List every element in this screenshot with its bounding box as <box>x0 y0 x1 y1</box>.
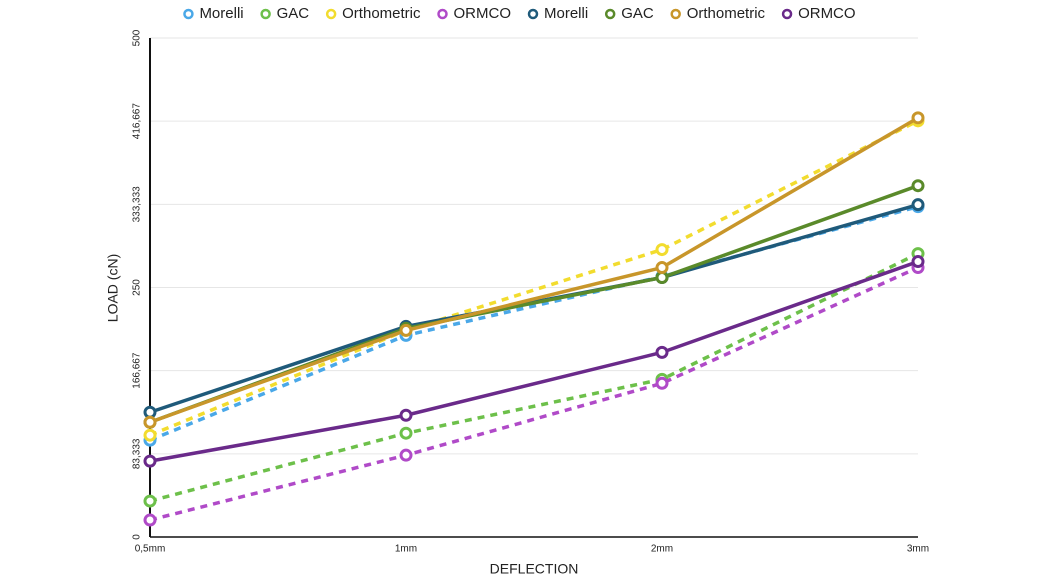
series-line <box>149 251 919 503</box>
data-point <box>399 323 413 337</box>
legend-label: Morelli <box>199 5 243 22</box>
legend-marker <box>604 8 616 20</box>
data-point <box>655 345 669 359</box>
legend-label: GAC <box>621 5 654 22</box>
series-line <box>149 259 919 463</box>
legend-marker <box>527 8 539 20</box>
y-tick-label: 166,667 <box>132 352 143 389</box>
data-point <box>655 376 669 390</box>
legend-marker <box>437 8 448 20</box>
data-point <box>911 179 925 193</box>
legend-label: ORMCO <box>454 5 512 22</box>
y-tick-label: 0 <box>132 534 143 540</box>
data-point <box>911 255 925 269</box>
series-line <box>149 204 919 442</box>
data-point <box>655 243 669 257</box>
x-axis-title: DEFLECTION <box>490 561 579 577</box>
legend-label: Orthometric <box>687 5 766 22</box>
legend-marker <box>781 8 793 20</box>
y-tick-label: 83,333 <box>132 438 143 469</box>
data-point <box>143 415 157 429</box>
data-point <box>143 513 157 527</box>
data-point <box>143 428 157 442</box>
legend-label: Orthometric <box>342 5 421 22</box>
y-tick-label: 416,667 <box>132 103 143 140</box>
data-point <box>655 261 669 275</box>
data-point <box>399 448 413 462</box>
series-line <box>149 119 919 437</box>
x-tick-label: 3mm <box>907 544 929 555</box>
y-tick-label: 250 <box>132 279 143 296</box>
data-point <box>399 408 413 422</box>
x-tick-label: 0,5mm <box>135 544 166 555</box>
data-point <box>143 494 157 508</box>
legend-marker <box>670 8 681 20</box>
legend-marker <box>325 8 337 20</box>
legend: Morelli GAC Orthometric ORMCO Morelli GAC Orth… <box>183 5 856 22</box>
y-tick-label: 333,333 <box>132 186 143 223</box>
legend-marker <box>260 8 271 20</box>
legend-marker <box>183 8 194 20</box>
data-point <box>911 111 925 125</box>
x-tick-label: 1mm <box>395 544 417 555</box>
data-point <box>399 426 413 440</box>
legend-label: Morelli <box>544 5 588 22</box>
legend-label: ORMCO <box>798 5 856 22</box>
legend-label: GAC <box>277 5 310 22</box>
y-tick-label: 500 <box>132 29 143 46</box>
series-line <box>149 265 919 522</box>
series-line <box>149 116 919 424</box>
data-point <box>143 454 157 468</box>
data-point <box>911 198 925 212</box>
y-axis-title: LOAD (cN) <box>105 254 121 322</box>
x-tick-label: 2mm <box>651 544 673 555</box>
